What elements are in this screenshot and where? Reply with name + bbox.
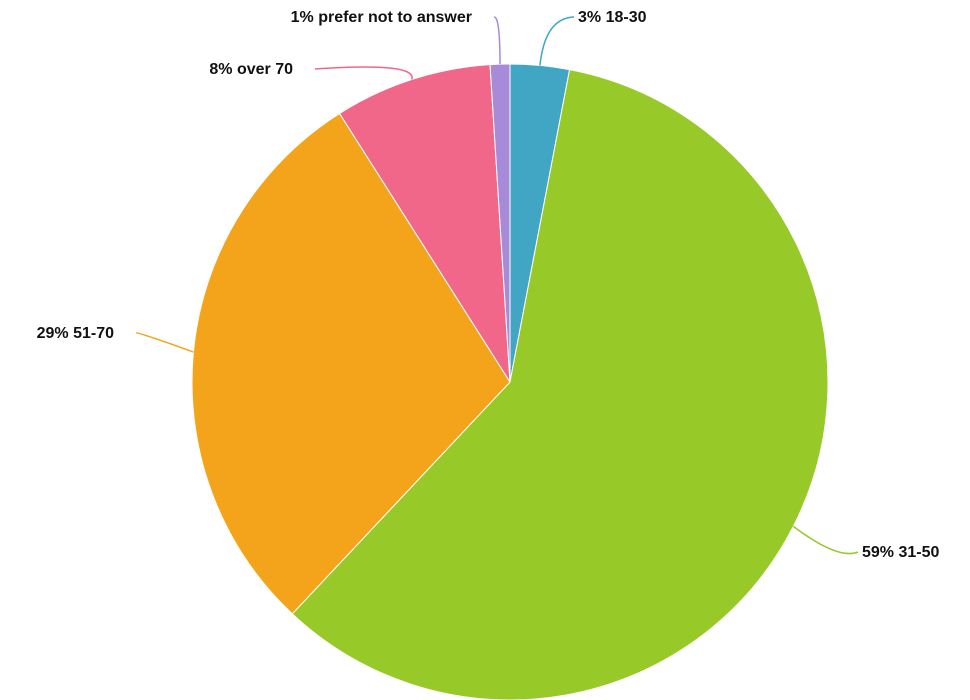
slice-label-18-30: 3% 18-30 bbox=[578, 9, 647, 26]
slice-label-51-70: 29% 51-70 bbox=[37, 325, 114, 342]
leader-line-prefer-not-to-answer bbox=[493, 16, 501, 65]
leader-line-over-70 bbox=[314, 66, 413, 80]
slices-layer bbox=[191, 63, 829, 700]
slice-label-over-70: 8% over 70 bbox=[209, 61, 293, 78]
slice-label-31-50: 59% 31-50 bbox=[862, 544, 939, 561]
leader-lines-layer bbox=[135, 16, 859, 555]
pie-slice-51-70 bbox=[191, 112, 511, 615]
pie-slice-31-50 bbox=[291, 69, 829, 700]
slice-labels-layer: 3% 18-30 59% 31-50 29% 51-70 8% over 70 1% p… bbox=[37, 9, 940, 561]
leader-line-18-30 bbox=[539, 16, 575, 66]
slice-label-prefer-not-to-answer: 1% prefer not to answer bbox=[291, 9, 472, 26]
leader-line-31-50 bbox=[792, 525, 859, 555]
pie-slice-over-70 bbox=[338, 64, 511, 383]
leader-line-51-70 bbox=[135, 332, 194, 353]
